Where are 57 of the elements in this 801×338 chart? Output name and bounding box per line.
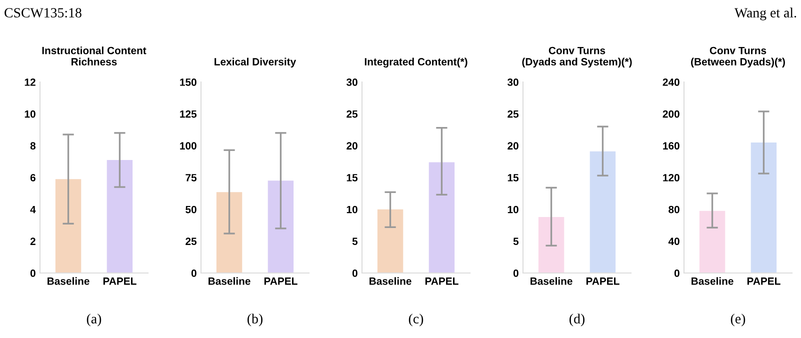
y-tick-label: 5 xyxy=(513,238,519,246)
chart-title: Integrated Content(*) xyxy=(364,58,468,68)
y-tick-label: 30 xyxy=(507,78,518,86)
y-tick-label: 25 xyxy=(508,110,519,118)
y-tick-label: 0 xyxy=(191,270,196,277)
y-tick-label: 200 xyxy=(662,110,680,118)
y-tick-label: 15 xyxy=(508,174,519,182)
text: (e) xyxy=(730,314,746,326)
y-tick-label: 50 xyxy=(186,206,196,214)
y-tick-label: 30 xyxy=(346,78,358,86)
x-tick-label: Baseline xyxy=(208,277,250,285)
y-tick-label: 160 xyxy=(663,142,680,150)
y-tick-label: 75 xyxy=(186,174,197,182)
y-tick-label: 125 xyxy=(180,110,197,118)
x-tick-label: PAPEL xyxy=(747,278,780,285)
y-tick-label: 10 xyxy=(24,110,36,118)
x-tick-label: PAPEL xyxy=(103,278,136,285)
y-tick-label: 20 xyxy=(346,142,358,150)
y-tick-label: 6 xyxy=(30,174,36,182)
y-tick-label: 0 xyxy=(30,270,36,277)
y-tick-label: 240 xyxy=(662,78,680,86)
y-tick-label: 10 xyxy=(346,206,358,214)
y-tick-label: 150 xyxy=(180,78,196,86)
x-tick-label: PAPEL xyxy=(425,278,458,285)
x-tick-label: Baseline xyxy=(530,277,572,285)
text: (b) xyxy=(248,314,262,326)
y-tick-label: 0 xyxy=(513,270,518,277)
y-tick-label: 0 xyxy=(674,270,680,277)
x-tick-label: Baseline xyxy=(370,277,412,285)
x-tick-label: Baseline xyxy=(48,277,90,285)
chart-title: Lexical Diversity xyxy=(214,58,296,68)
y-tick-label: 4 xyxy=(30,206,36,214)
x-tick-label: PAPEL xyxy=(264,278,298,285)
y-tick-label: 5 xyxy=(352,238,358,246)
y-tick-label: 8 xyxy=(30,142,36,150)
text: Wang et al. xyxy=(734,8,796,20)
y-tick-label: 15 xyxy=(346,174,358,182)
text: (a) xyxy=(86,314,102,326)
text: CSCW135:18 xyxy=(4,8,82,18)
y-tick-label: 0 xyxy=(352,270,358,277)
y-tick-label: 120 xyxy=(663,174,680,182)
y-tick-label: 10 xyxy=(508,206,518,214)
chart-title: Conv Turns (Dyads and System)(*) xyxy=(522,46,632,68)
y-tick-label: 80 xyxy=(668,206,680,214)
y-tick-label: 12 xyxy=(24,78,36,86)
y-tick-label: 25 xyxy=(346,110,358,118)
y-tick-label: 40 xyxy=(668,238,680,246)
text: (d) xyxy=(570,314,584,326)
text: (c) xyxy=(408,314,424,326)
y-tick-label: 25 xyxy=(186,238,197,246)
x-tick-label: Baseline xyxy=(692,277,734,285)
y-tick-label: 100 xyxy=(180,142,196,150)
x-tick-label: PAPEL xyxy=(586,278,620,285)
chart-title: Instructional Content Richness xyxy=(42,46,146,66)
y-tick-label: 20 xyxy=(508,142,518,150)
y-tick-label: 2 xyxy=(30,238,36,245)
chart-title: Conv Turns (Between Dyads)(*) xyxy=(691,46,785,68)
